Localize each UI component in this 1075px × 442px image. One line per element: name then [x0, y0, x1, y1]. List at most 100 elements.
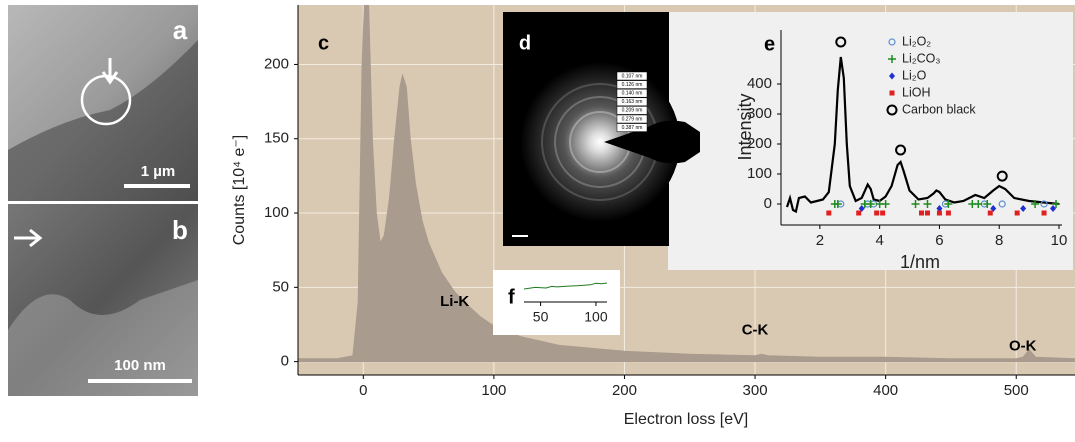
arrow — [14, 228, 43, 248]
marker — [888, 55, 896, 63]
annotation: C-K — [742, 321, 769, 338]
y-tick-label: 100 — [264, 204, 289, 221]
marker — [987, 210, 993, 216]
marker — [1014, 210, 1020, 216]
beam-stop — [604, 120, 700, 164]
x-axis-label: Electron loss [eV] — [624, 411, 749, 428]
panel-label: e — [764, 33, 775, 55]
x-tick-label: 8 — [995, 232, 1003, 249]
x-tick-label: 100 — [584, 309, 608, 325]
label-box — [616, 88, 648, 98]
x-tick-label: 100 — [481, 382, 506, 399]
panel-label: d — [519, 32, 531, 54]
marker — [880, 210, 886, 216]
x-tick-label: 6 — [935, 232, 943, 249]
spacing-label: 0.126 nm — [622, 82, 643, 88]
arrow — [101, 58, 119, 85]
x-tick-label: 4 — [875, 232, 883, 249]
y-tick-label: 200 — [264, 55, 289, 72]
label-box — [616, 106, 648, 115]
marker — [1040, 200, 1048, 208]
annotation: O-K — [1009, 338, 1037, 355]
chart: 0 100 200 300 400 2 4 6 8 10 1/nm Intensity e Li₂O₂ Li… — [668, 12, 1073, 272]
marker — [945, 210, 951, 216]
y-tick-label: 50 — [272, 278, 289, 295]
marker — [874, 210, 880, 216]
x-tick-label: 2 — [816, 232, 824, 249]
scale-bar-label: 100 nm — [114, 357, 166, 374]
y-tick-label: 0 — [281, 353, 289, 370]
marker — [1020, 205, 1027, 212]
marker — [990, 205, 997, 212]
curve — [785, 56, 1060, 214]
label-box — [616, 80, 648, 89]
x-tick-label: 500 — [1004, 382, 1029, 399]
y-tick-label: 200 — [747, 135, 772, 152]
x-tick-label: 400 — [873, 382, 898, 399]
spectrum-area — [298, 5, 1075, 363]
marker — [1031, 200, 1040, 208]
plot — [785, 36, 1061, 216]
marker — [944, 200, 953, 208]
marker — [983, 200, 992, 208]
spacing-label: 0.140 nm — [622, 91, 643, 97]
legend-label: Carbon black — [902, 102, 976, 116]
panel-label: c — [318, 32, 329, 54]
marker — [911, 200, 920, 208]
marker — [1050, 205, 1057, 212]
marker — [936, 205, 943, 212]
spacing-label: 0.209 nm — [622, 108, 643, 114]
spacing-label: 0.387 nm — [622, 125, 643, 131]
annotation: Li-K — [440, 293, 469, 310]
y-tick-label: 300 — [747, 105, 772, 122]
marker — [974, 200, 983, 208]
diffraction-panel: d 0.107 nm 0.126 nm 0.140 nm 0.163 nm 0.209 … — [503, 12, 700, 246]
y-axis-label: Intensity — [735, 93, 755, 160]
marker — [895, 144, 907, 156]
marker — [923, 200, 932, 208]
marker — [924, 210, 930, 216]
legend-label: Li₂O — [902, 68, 927, 82]
marker — [919, 210, 924, 216]
marker — [886, 104, 898, 116]
y-tick-label: 0 — [764, 195, 772, 212]
spacing-label: 0.107 nm — [622, 73, 643, 79]
y-tick-label: 400 — [747, 75, 772, 92]
marker — [889, 90, 895, 96]
marker — [856, 210, 862, 216]
label-box — [616, 97, 648, 107]
marker — [936, 210, 942, 216]
legend-label: LiOH — [902, 85, 930, 99]
marker — [996, 170, 1008, 182]
x-tick-label: 200 — [612, 382, 637, 399]
panel-label: a — [173, 15, 188, 45]
spacing-label: 0.163 nm — [622, 99, 643, 105]
plot — [524, 282, 607, 290]
y-tick-label: 150 — [264, 130, 289, 147]
x-tick-label: 300 — [743, 382, 768, 399]
legend-label: Li₂CO₃ — [902, 51, 940, 65]
panel-background — [668, 12, 1073, 270]
x-tick-label: 0 — [359, 382, 367, 399]
x-axis-label: 1/nm — [900, 252, 940, 272]
legend-label: Li₂O₂ — [902, 34, 931, 48]
marker — [998, 200, 1006, 208]
particle-region — [8, 40, 198, 201]
marker — [889, 72, 895, 80]
label-box — [616, 123, 648, 132]
marker — [858, 205, 865, 212]
curve — [524, 282, 607, 290]
marker — [835, 36, 847, 48]
marker — [888, 38, 896, 46]
marker — [826, 210, 832, 216]
x-tick-label: 50 — [533, 309, 549, 325]
chart: 50 100 f — [493, 270, 620, 335]
y-tick-label: 100 — [747, 165, 772, 182]
x-tick-label: 10 — [1051, 232, 1068, 249]
marker — [833, 200, 842, 208]
spacing-label: 0.279 nm — [622, 116, 643, 122]
scale-bar-label: 1 µm — [141, 163, 176, 180]
